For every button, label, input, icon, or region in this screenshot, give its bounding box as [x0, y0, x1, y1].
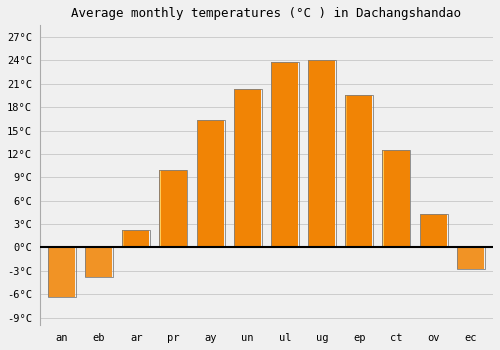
Bar [271, 62, 299, 247]
Bar [308, 60, 336, 247]
Bar [160, 169, 188, 247]
Bar [48, 247, 76, 296]
Bar [420, 214, 448, 247]
Bar [382, 150, 410, 247]
Bar [234, 89, 262, 247]
Title: Average monthly temperatures (°C ) in Dachangshandao: Average monthly temperatures (°C ) in Da… [72, 7, 462, 20]
Bar [85, 247, 113, 277]
Bar [346, 96, 373, 247]
Bar [196, 120, 224, 247]
Bar [122, 230, 150, 247]
Bar [457, 247, 484, 269]
